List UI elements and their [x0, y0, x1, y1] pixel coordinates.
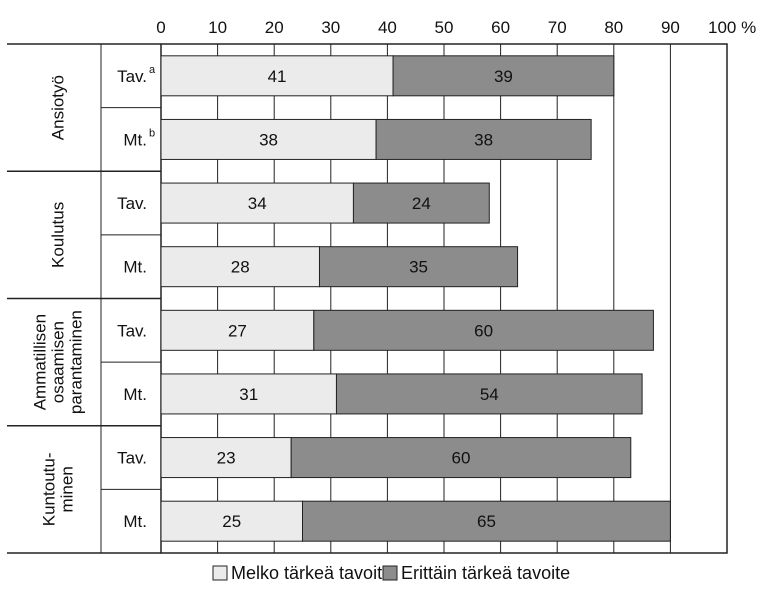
bar-segment — [160, 118, 377, 160]
legend-label: Erittäin tärkeä tavoite — [401, 563, 570, 583]
data-label: 31 — [239, 385, 258, 404]
x-tick-label: 60 — [491, 18, 510, 37]
bar-segment — [313, 309, 654, 351]
group-label: osaamisen — [49, 321, 68, 403]
row-label-superscript: b — [149, 127, 155, 139]
row-label: Mt. — [123, 130, 147, 149]
bar-segment — [160, 437, 292, 479]
x-tick-label: 20 — [265, 18, 284, 37]
data-label: 38 — [474, 130, 493, 149]
data-label: 60 — [452, 449, 471, 468]
group-label: Kuntoutu- — [40, 453, 59, 527]
x-tick-label: 90 — [661, 18, 680, 37]
x-tick-label: 30 — [321, 18, 340, 37]
data-label: 23 — [217, 449, 236, 468]
row-label: Tav. — [117, 67, 147, 86]
data-label: 41 — [268, 67, 287, 86]
group-label: minen — [58, 466, 77, 512]
data-label: 54 — [480, 385, 499, 404]
bar-segment — [392, 55, 615, 97]
x-tick-label: 100 % — [708, 18, 756, 37]
data-label: 39 — [494, 67, 513, 86]
bar-segment — [335, 373, 643, 415]
bar-segment — [375, 118, 592, 160]
data-label: 28 — [231, 258, 250, 277]
data-label: 24 — [412, 194, 431, 213]
x-tick-label: 10 — [208, 18, 227, 37]
row-label: Tav. — [117, 194, 147, 213]
row-label: Tav. — [117, 321, 147, 340]
legend-swatch — [212, 565, 228, 581]
x-tick-label: 0 — [156, 18, 165, 37]
row-label-superscript: a — [149, 64, 156, 76]
group-label: Koulutus — [49, 202, 68, 268]
row-label: Tav. — [117, 449, 147, 468]
bar-segment — [160, 182, 354, 224]
bar-segment — [160, 309, 315, 351]
group-label: parantaminen — [67, 310, 86, 414]
x-tick-label: 80 — [604, 18, 623, 37]
x-tick-label: 40 — [378, 18, 397, 37]
data-label: 65 — [477, 512, 496, 531]
bar-segment — [160, 373, 337, 415]
data-label: 35 — [409, 258, 428, 277]
legend-swatch — [382, 565, 398, 581]
row-label: Mt. — [123, 385, 147, 404]
bar-segment — [318, 246, 519, 288]
data-label: 34 — [248, 194, 267, 213]
data-label: 27 — [228, 321, 247, 340]
x-tick-label: 50 — [435, 18, 454, 37]
data-label: 25 — [222, 512, 241, 531]
data-label: 60 — [474, 321, 493, 340]
group-label: Ammatillisen — [31, 314, 50, 410]
bar-segment — [302, 500, 671, 542]
bar-segment — [352, 182, 490, 224]
x-tick-label: 70 — [548, 18, 567, 37]
row-label: Mt. — [123, 258, 147, 277]
bar-segment — [290, 437, 632, 479]
legend-label: Melko tärkeä tavoite — [231, 563, 392, 583]
group-label: Ansiotyö — [49, 75, 68, 140]
data-label: 38 — [259, 130, 278, 149]
bar-segment — [160, 55, 394, 97]
row-label: Mt. — [123, 512, 147, 531]
